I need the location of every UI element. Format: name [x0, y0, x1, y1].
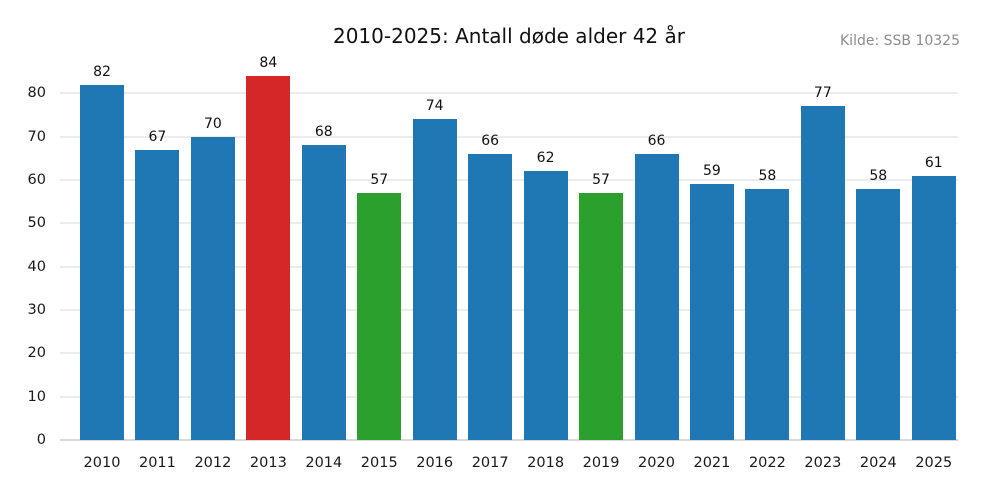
bar-2024 — [856, 188, 901, 440]
bar-2016 — [412, 119, 457, 440]
bar-2020 — [634, 154, 679, 440]
bar-2014 — [301, 145, 346, 440]
bar-value-2021: 59 — [703, 163, 721, 180]
x-tick-label-2017: 2017 — [471, 455, 509, 471]
bar-value-2019: 57 — [592, 172, 610, 188]
x-tick-label-2018: 2018 — [527, 455, 565, 471]
chart-title: 2010-2025: Antall døde alder 42 år — [332, 24, 685, 48]
x-tick-label-2024: 2024 — [859, 455, 897, 471]
x-tick-label-2020: 2020 — [638, 455, 675, 471]
bar-value-2025: 61 — [924, 154, 943, 171]
x-tick-label-2010: 2010 — [83, 455, 121, 471]
x-tick-label-2019: 2019 — [582, 455, 620, 471]
bar-value-2020: 66 — [647, 133, 666, 149]
bar-value-2013: 84 — [259, 55, 278, 71]
bar-value-2010: 82 — [93, 63, 111, 80]
bar-2023 — [800, 106, 845, 440]
y-tick-label-20: 20 — [27, 345, 46, 362]
x-tick-label-2015: 2015 — [360, 455, 398, 471]
x-tick-label-2023: 2023 — [804, 455, 842, 471]
bar-value-2023: 77 — [813, 85, 832, 102]
bar-value-2017: 66 — [481, 133, 500, 149]
bar-value-2015: 57 — [370, 172, 389, 188]
x-tick-label-2012: 2012 — [194, 455, 232, 471]
y-tick-label-60: 60 — [27, 172, 46, 188]
x-tick-label-2022: 2022 — [748, 455, 786, 471]
bar-value-2011: 67 — [148, 128, 167, 145]
bar-2025 — [911, 175, 956, 440]
x-tick-label-2013: 2013 — [249, 455, 287, 471]
x-tick-label-2016: 2016 — [416, 455, 454, 471]
y-tick-label-70: 70 — [27, 128, 46, 145]
bar-value-2024: 58 — [869, 167, 888, 184]
x-tick-label-2025: 2025 — [915, 455, 953, 471]
bar-2011 — [135, 149, 180, 440]
x-tick-label-2014: 2014 — [305, 455, 343, 471]
x-tick-label-2021: 2021 — [693, 455, 731, 471]
source-label: Kilde: SSB 10325 — [840, 33, 960, 49]
bar-2021 — [689, 184, 734, 440]
y-tick-label-50: 50 — [27, 215, 46, 232]
bar-value-2022: 58 — [758, 167, 777, 184]
bar-2012 — [190, 136, 235, 440]
bar-value-2014: 68 — [314, 124, 333, 141]
gridline-70 — [60, 135, 958, 138]
y-tick-label-80: 80 — [27, 85, 46, 102]
baseline — [60, 439, 958, 441]
bar-2018 — [523, 171, 568, 440]
bar-2019 — [579, 193, 624, 440]
bar-2022 — [745, 188, 790, 440]
y-tick-label-0: 0 — [36, 432, 46, 448]
bar-2017 — [468, 154, 513, 440]
y-tick-label-40: 40 — [27, 258, 46, 275]
x-tick-label-2011: 2011 — [138, 455, 176, 471]
bar-2013 — [246, 76, 291, 440]
bar-value-2012: 70 — [203, 115, 222, 132]
bar-2010 — [80, 84, 124, 440]
bar-value-2016: 74 — [425, 98, 444, 115]
bar-value-2018: 62 — [536, 150, 555, 167]
y-tick-label-10: 10 — [27, 388, 46, 405]
gridline-80 — [60, 92, 958, 95]
y-tick-label-30: 30 — [27, 302, 46, 318]
bar-2015 — [357, 193, 402, 440]
